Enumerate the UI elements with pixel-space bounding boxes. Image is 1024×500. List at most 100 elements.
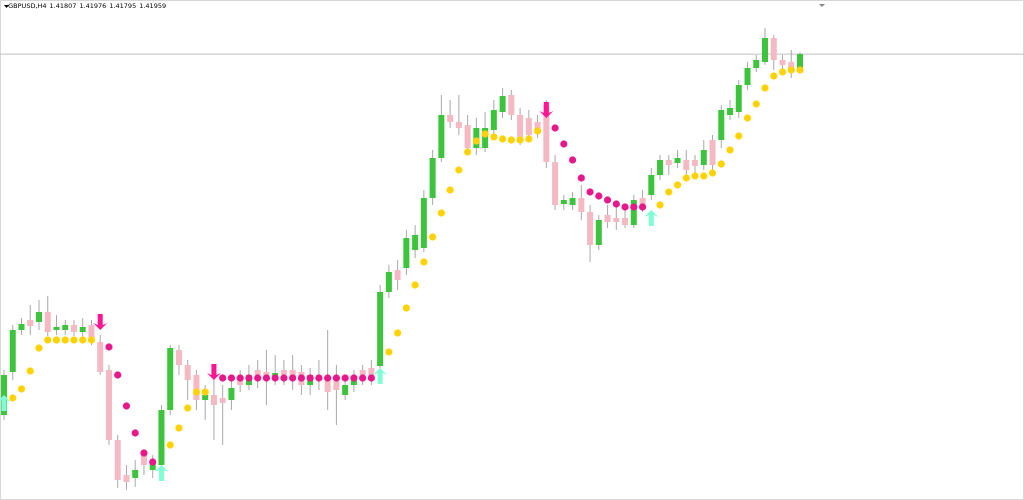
candle-body: [342, 385, 349, 395]
sar-dot: [770, 72, 778, 80]
sar-dot: [700, 172, 708, 180]
sar-dot: [630, 203, 638, 211]
candle-body: [420, 198, 427, 248]
sar-dot: [656, 201, 664, 209]
sar-dot: [184, 404, 192, 412]
sar-dot: [17, 385, 26, 393]
buy-arrow: [644, 210, 659, 226]
candle-body: [53, 327, 60, 330]
candle-body: [97, 342, 104, 372]
sar-dot: [752, 100, 760, 108]
sar-dot: [35, 344, 43, 352]
sar-dot: [26, 367, 34, 375]
candle-body: [674, 158, 681, 163]
sar-dot: [516, 136, 524, 144]
sar-dot: [262, 374, 271, 382]
menu-arrow[interactable]: [4, 5, 9, 8]
candle-body: [184, 365, 191, 380]
sar-dot: [568, 156, 577, 164]
candle-body: [482, 128, 489, 148]
sar-dot: [621, 203, 629, 211]
sar-dot: [525, 135, 533, 143]
candle-body: [508, 95, 515, 115]
sar-dot: [315, 374, 323, 382]
candle-body: [175, 350, 182, 365]
open-price: 1.41807: [49, 2, 77, 10]
candle-body: [639, 198, 646, 205]
sar-dot: [166, 441, 174, 449]
candle-body: [718, 110, 725, 140]
candle-body: [403, 238, 410, 268]
candle-body: [44, 312, 51, 332]
sar-dot: [533, 127, 542, 135]
sar-dot: [44, 336, 52, 344]
candle-body: [429, 158, 436, 198]
candle-body: [744, 68, 751, 85]
candle-body: [377, 292, 384, 366]
candle-body: [525, 118, 532, 135]
sell-arrow: [206, 364, 221, 380]
sar-dot: [61, 336, 69, 344]
candle-body: [770, 38, 777, 60]
sar-dot: [472, 137, 480, 145]
candle-body: [140, 455, 147, 465]
sar-dot: [735, 132, 743, 140]
sar-dot: [455, 166, 463, 174]
candle-body: [560, 200, 567, 204]
candle-body: [569, 198, 576, 205]
candle-body: [657, 160, 664, 175]
sar-dot: [394, 329, 402, 337]
candle-body: [9, 330, 16, 372]
buy-arrow: [373, 368, 388, 384]
candle-body: [692, 160, 699, 166]
candle-body: [534, 122, 541, 132]
sar-dot: [638, 203, 647, 211]
sar-dot: [122, 402, 131, 410]
sar-dot: [79, 336, 87, 344]
candle-body: [202, 395, 209, 400]
candle-body: [762, 38, 769, 62]
sar-dot: [227, 374, 236, 382]
candle-body: [630, 200, 637, 225]
candle-body: [79, 327, 86, 332]
candle-body: [167, 348, 174, 410]
candle-body: [210, 395, 217, 405]
sar-dot: [577, 174, 585, 182]
shift-marker: [819, 4, 825, 7]
candle-body: [412, 235, 419, 250]
sar-dot: [787, 66, 795, 74]
candle-body: [595, 220, 602, 245]
sar-dot: [341, 374, 349, 382]
candle-body: [613, 218, 620, 222]
low-price: 1.41795: [109, 2, 137, 10]
candle-body: [587, 212, 594, 245]
sar-dot: [437, 209, 445, 217]
sar-dot: [673, 181, 682, 189]
sar-dot: [289, 374, 297, 382]
candle-body: [193, 375, 200, 400]
candle-body: [727, 108, 734, 115]
candle-body: [604, 215, 611, 222]
sar-dot: [192, 388, 201, 396]
candle-body: [280, 370, 287, 375]
candle-body: [385, 272, 392, 292]
candle-body: [665, 160, 672, 165]
sar-dot: [140, 449, 148, 457]
candle-body: [62, 325, 69, 330]
buy-arrow: [0, 395, 11, 411]
sar-dot: [446, 186, 454, 194]
sar-dot: [306, 374, 314, 382]
candle-body: [543, 105, 550, 162]
candle-body: [438, 115, 445, 158]
sar-dot: [297, 374, 306, 382]
candle-body: [797, 54, 803, 70]
sar-dot: [708, 169, 717, 177]
sar-dot: [612, 200, 620, 208]
candle-body: [753, 60, 760, 68]
candle-body: [35, 312, 42, 322]
sar-dot: [682, 174, 690, 182]
sar-dot: [201, 388, 209, 396]
